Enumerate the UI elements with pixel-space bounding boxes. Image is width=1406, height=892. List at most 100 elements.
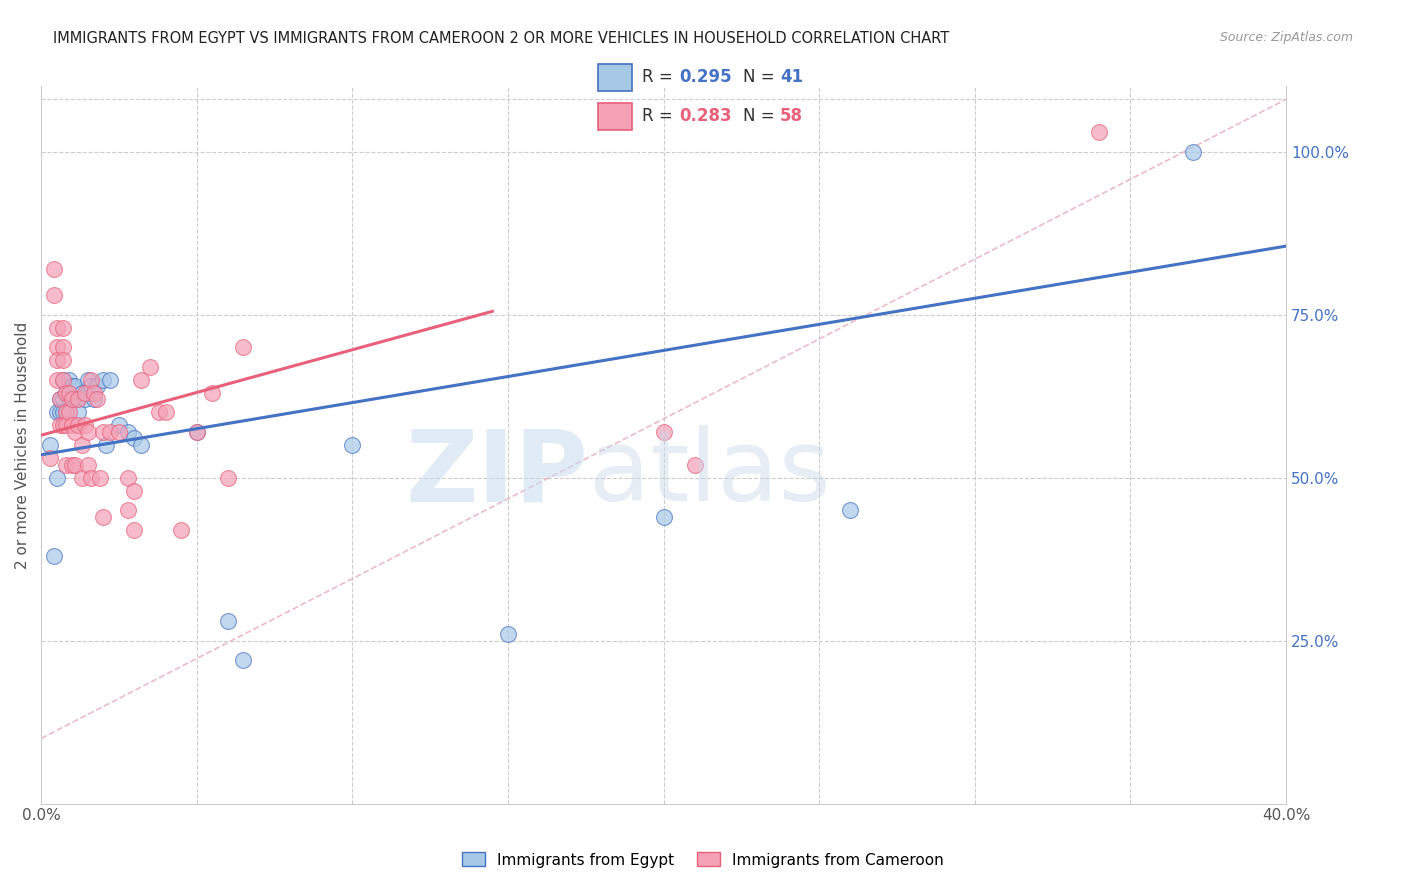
Point — [55, 458, 77, 472]
Point — [60, 392, 83, 407]
Point — [65, 379, 87, 393]
Point — [65, 458, 87, 472]
Text: 0.295: 0.295 — [679, 69, 731, 87]
FancyBboxPatch shape — [598, 63, 633, 91]
Point — [45, 405, 67, 419]
Point — [108, 418, 131, 433]
Point — [73, 392, 96, 407]
Point — [55, 385, 77, 400]
Point — [67, 392, 90, 407]
Text: 0.283: 0.283 — [679, 107, 731, 125]
Point — [232, 340, 254, 354]
Point — [80, 470, 103, 484]
Point — [83, 385, 105, 400]
Point — [80, 379, 103, 393]
Point — [155, 405, 177, 419]
Point — [52, 373, 75, 387]
Point — [45, 340, 67, 354]
Point — [45, 470, 67, 484]
Point — [67, 418, 90, 433]
Text: R =: R = — [643, 107, 678, 125]
Point — [117, 470, 139, 484]
Point — [117, 425, 139, 439]
Point — [117, 503, 139, 517]
Point — [76, 425, 98, 439]
Point — [89, 470, 111, 484]
Point — [70, 470, 93, 484]
Text: IMMIGRANTS FROM EGYPT VS IMMIGRANTS FROM CAMEROON 2 OR MORE VEHICLES IN HOUSEHOL: IMMIGRANTS FROM EGYPT VS IMMIGRANTS FROM… — [53, 31, 949, 46]
Point — [58, 405, 80, 419]
Point — [65, 425, 87, 439]
Point — [76, 458, 98, 472]
Point — [49, 405, 72, 419]
Point — [52, 340, 75, 354]
Legend: Immigrants from Egypt, Immigrants from Cameroon: Immigrants from Egypt, Immigrants from C… — [456, 847, 950, 873]
Text: 58: 58 — [780, 107, 803, 125]
Point — [839, 503, 862, 517]
Point — [93, 509, 115, 524]
Point — [58, 392, 80, 407]
Point — [139, 359, 162, 374]
FancyBboxPatch shape — [598, 103, 633, 130]
Text: N =: N = — [742, 107, 780, 125]
Point — [148, 405, 170, 419]
Point — [186, 425, 208, 439]
Point — [55, 418, 77, 433]
Point — [55, 405, 77, 419]
Point — [67, 392, 90, 407]
Point — [67, 405, 90, 419]
Point — [217, 614, 239, 628]
Point — [98, 425, 121, 439]
Point — [58, 385, 80, 400]
Point — [201, 385, 224, 400]
Text: R =: R = — [643, 69, 678, 87]
Point — [49, 392, 72, 407]
Point — [80, 373, 103, 387]
Point — [1088, 125, 1111, 139]
Y-axis label: 2 or more Vehicles in Household: 2 or more Vehicles in Household — [15, 321, 30, 568]
Point — [42, 549, 65, 563]
Point — [45, 353, 67, 368]
Point — [42, 261, 65, 276]
Point — [52, 353, 75, 368]
Point — [52, 405, 75, 419]
Point — [108, 425, 131, 439]
Point — [652, 509, 675, 524]
Point — [73, 385, 96, 400]
Point — [39, 450, 62, 465]
Point — [60, 379, 83, 393]
Point — [683, 458, 706, 472]
Point — [86, 379, 108, 393]
Text: N =: N = — [742, 69, 780, 87]
Point — [39, 438, 62, 452]
Point — [129, 373, 152, 387]
Point — [52, 418, 75, 433]
Point — [93, 425, 115, 439]
Point — [83, 392, 105, 407]
Text: 41: 41 — [780, 69, 803, 87]
Point — [98, 373, 121, 387]
Point — [1181, 145, 1204, 159]
Point — [76, 385, 98, 400]
Point — [58, 373, 80, 387]
Point — [52, 392, 75, 407]
Point — [49, 418, 72, 433]
Point — [73, 418, 96, 433]
Point — [124, 432, 146, 446]
Point — [342, 438, 364, 452]
Point — [70, 438, 93, 452]
Point — [232, 653, 254, 667]
Point — [496, 627, 519, 641]
Point — [170, 523, 193, 537]
Point — [124, 483, 146, 498]
Point — [652, 425, 675, 439]
Point — [52, 320, 75, 334]
Point — [86, 392, 108, 407]
Point — [45, 373, 67, 387]
Text: ZIP: ZIP — [406, 425, 589, 522]
Point — [60, 418, 83, 433]
Point — [49, 392, 72, 407]
Point — [60, 458, 83, 472]
Point — [55, 405, 77, 419]
Point — [55, 385, 77, 400]
